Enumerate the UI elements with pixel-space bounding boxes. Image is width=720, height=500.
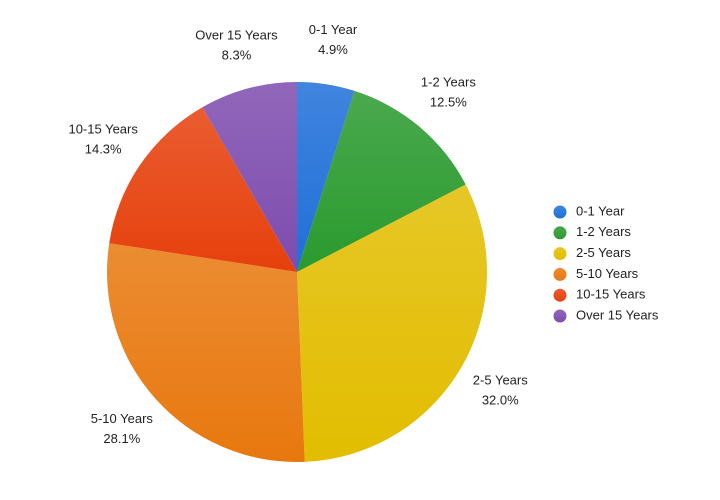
- slice-label: 0-1 Year: [309, 22, 358, 37]
- pie-slice: [297, 184, 488, 462]
- legend-swatch: [553, 309, 567, 323]
- slice-label: Over 15 Years: [195, 27, 278, 42]
- legend-swatch: [553, 288, 567, 302]
- pie-slice: [297, 90, 466, 272]
- slice-value-label: 14.3%: [85, 142, 122, 157]
- legend-swatch: [553, 247, 567, 261]
- slice-label: 2-5 Years: [473, 372, 528, 387]
- legend-label: 5-10 Years: [576, 266, 639, 281]
- slice-value-label: 12.5%: [430, 95, 467, 110]
- legend-swatch: [553, 267, 567, 281]
- legend-label: 10-15 Years: [576, 287, 646, 302]
- slice-value-label: 28.1%: [103, 431, 140, 446]
- legend-swatch: [553, 226, 567, 240]
- pie-slice: [109, 107, 298, 272]
- slice-value-label: 8.3%: [222, 47, 252, 62]
- legend-label: 0-1 Year: [576, 203, 625, 218]
- pie-slice: [297, 82, 355, 272]
- legend-label: 1-2 Years: [576, 224, 631, 239]
- legend-label: Over 15 Years: [576, 307, 659, 322]
- slice-value-label: 32.0%: [482, 392, 519, 407]
- pie-slice: [106, 243, 305, 463]
- legend-swatch: [553, 205, 567, 219]
- pie-slice: [202, 82, 297, 272]
- legend-label: 2-5 Years: [576, 245, 631, 260]
- slice-label: 5-10 Years: [91, 411, 154, 426]
- slice-label: 1-2 Years: [421, 75, 476, 90]
- slice-value-label: 4.9%: [318, 42, 348, 57]
- slice-label: 10-15 Years: [68, 122, 138, 137]
